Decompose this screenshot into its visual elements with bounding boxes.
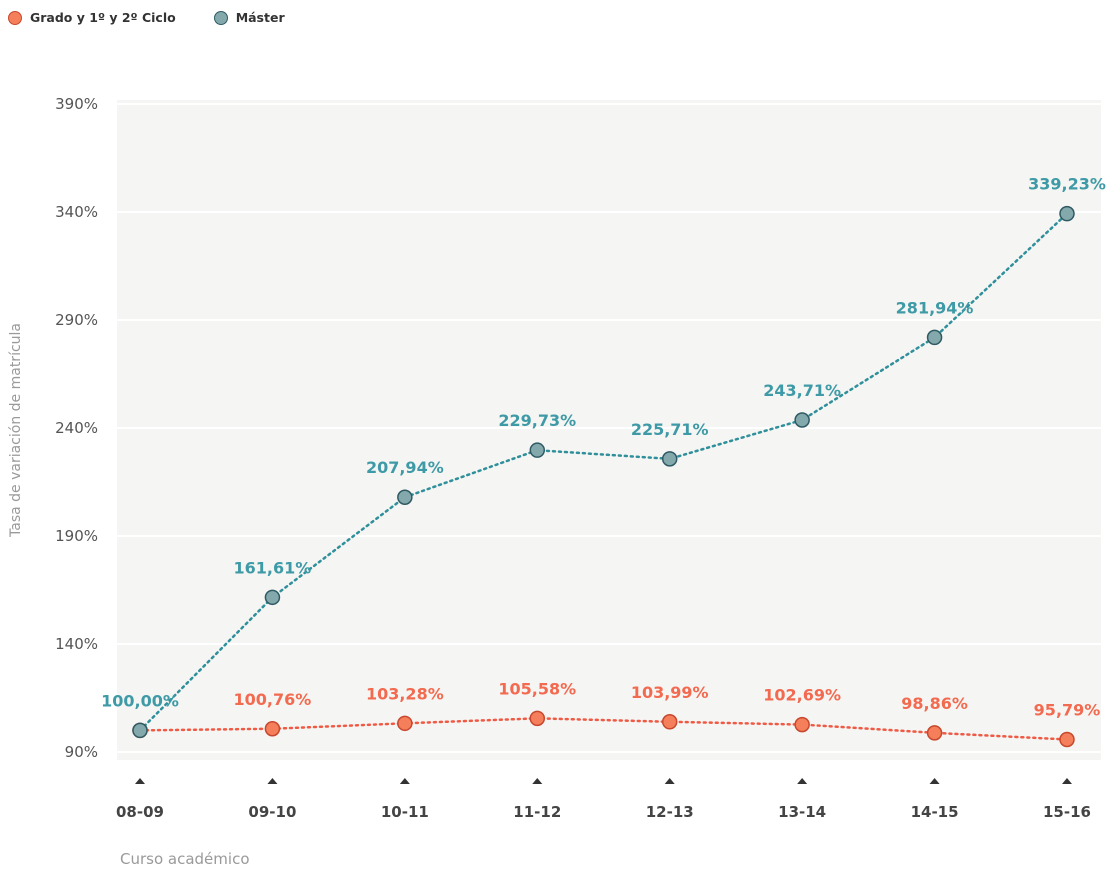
data-point bbox=[926, 329, 943, 346]
legend-label-grado: Grado y 1º y 2º Ciclo bbox=[30, 10, 176, 25]
x-tick-label: 15-16 bbox=[1043, 803, 1091, 821]
series-line bbox=[138, 717, 1069, 741]
x-tick-label: 14-15 bbox=[911, 803, 959, 821]
data-label: 229,73% bbox=[498, 411, 576, 430]
data-point bbox=[529, 710, 546, 727]
series-line bbox=[138, 212, 1069, 732]
data-point bbox=[132, 722, 148, 739]
x-tick-marker bbox=[532, 778, 543, 784]
data-label: 339,23% bbox=[1028, 175, 1106, 194]
x-tick-marker bbox=[1062, 778, 1072, 784]
data-point bbox=[529, 442, 546, 458]
plot-background bbox=[117, 100, 1101, 760]
series-0: 100,76% 103,28% 105,58% 103,99% 102,69% 98,86… bbox=[132, 679, 1101, 748]
x-tick-label: 09-10 bbox=[248, 803, 296, 821]
y-tick-label: 290% bbox=[55, 311, 98, 329]
data-label: 161,61% bbox=[234, 558, 312, 577]
series-group: 100,76% 103,28% 105,58% 103,99% 102,69% 98,86… bbox=[101, 175, 1106, 748]
data-label: 100,76% bbox=[234, 690, 312, 709]
data-point bbox=[397, 715, 413, 732]
y-tick-label: 340% bbox=[55, 203, 98, 221]
data-point bbox=[397, 489, 413, 505]
x-tick-marker bbox=[929, 778, 940, 784]
y-axis: 90% 140% 190% 240% 290% 340% 390% bbox=[55, 95, 98, 761]
legend-item-grado[interactable]: Grado y 1º y 2º Ciclo bbox=[8, 10, 176, 25]
legend-label-master: Máster bbox=[235, 10, 285, 25]
x-tick-marker bbox=[664, 778, 675, 784]
x-axis-label: Curso académico bbox=[120, 850, 250, 868]
data-label: 103,28% bbox=[366, 684, 444, 703]
data-label: 102,69% bbox=[763, 686, 841, 705]
x-tick-label: 12-13 bbox=[646, 803, 694, 821]
data-point bbox=[264, 721, 281, 737]
y-tick-label: 90% bbox=[65, 743, 98, 761]
legend-swatch-grado bbox=[8, 10, 22, 25]
data-point bbox=[661, 714, 678, 730]
data-point bbox=[794, 716, 810, 733]
y-tick-label: 390% bbox=[55, 95, 98, 113]
data-label: 207,94% bbox=[366, 458, 444, 477]
data-point bbox=[661, 451, 678, 467]
data-point bbox=[926, 725, 943, 741]
legend-item-master[interactable]: Máster bbox=[213, 10, 285, 25]
grid-lines bbox=[117, 103, 1101, 753]
chart-legend: Grado y 1º y 2º Ciclo Máster bbox=[8, 10, 323, 25]
data-label: 281,94% bbox=[896, 298, 974, 317]
data-point bbox=[1059, 731, 1075, 748]
data-point bbox=[794, 412, 810, 428]
x-tick-label: 08-09 bbox=[116, 803, 164, 821]
x-tick-marker bbox=[135, 778, 145, 784]
x-tick-label: 11-12 bbox=[513, 803, 561, 821]
x-tick-marker bbox=[797, 778, 808, 784]
x-tick-label: 10-11 bbox=[381, 803, 429, 821]
data-label: 98,86% bbox=[901, 694, 968, 713]
x-tick-marker bbox=[399, 778, 410, 784]
data-label: 95,79% bbox=[1034, 700, 1101, 719]
data-label: 243,71% bbox=[763, 381, 841, 400]
y-tick-label: 140% bbox=[55, 635, 98, 653]
data-label: 100,00% bbox=[101, 691, 179, 710]
data-label: 105,58% bbox=[498, 679, 576, 698]
x-axis: 08-09 09-10 10-11 11-12 12-13 13-14 14-15 15-16 bbox=[116, 778, 1091, 821]
x-tick-marker bbox=[267, 778, 278, 784]
data-label: 103,99% bbox=[631, 683, 709, 702]
x-tick-label: 13-14 bbox=[778, 803, 826, 821]
y-axis-label: Tasa de variación de matrícula bbox=[8, 323, 24, 538]
y-tick-label: 190% bbox=[55, 527, 98, 545]
data-point bbox=[1059, 205, 1075, 222]
data-point bbox=[264, 589, 281, 606]
y-tick-label: 240% bbox=[55, 419, 98, 437]
data-label: 225,71% bbox=[631, 420, 709, 439]
legend-swatch-master bbox=[213, 10, 228, 25]
series-1: 100,00% 161,61% 207,94% 229,73% 225,71% 243,7… bbox=[101, 175, 1106, 739]
